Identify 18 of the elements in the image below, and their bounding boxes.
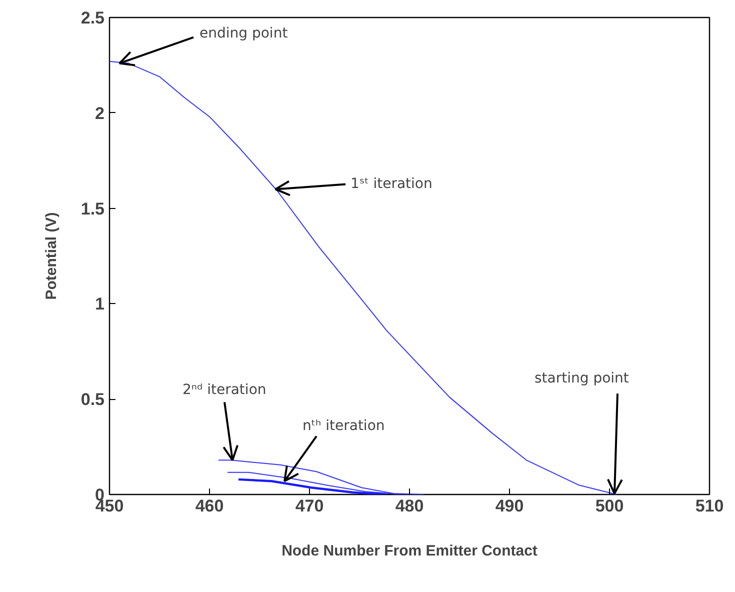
annotation: starting point bbox=[534, 370, 630, 387]
y-axis-title: Potential (V) bbox=[42, 212, 60, 300]
x-tick-label: 510 bbox=[695, 496, 724, 516]
x-axis-title: Node Number From Emitter Contact bbox=[282, 542, 538, 560]
y-tick-label: 2.5 bbox=[80, 8, 105, 28]
annotation: 1ˢᵗ iteration bbox=[350, 176, 432, 192]
x-tick-label: 460 bbox=[195, 496, 224, 516]
x-tick-label: 480 bbox=[395, 496, 424, 516]
y-tick-label: 1.5 bbox=[80, 199, 105, 218]
x-tick-label: 470 bbox=[295, 496, 324, 516]
y-tick-label: 0.5 bbox=[80, 390, 105, 410]
annotation: 2ⁿᵈ iteration bbox=[182, 382, 266, 398]
y-tick-label: 2 bbox=[95, 104, 105, 123]
annotation: nᵗʰ iteration bbox=[302, 418, 385, 434]
y-tick-label: 1 bbox=[95, 294, 105, 314]
x-tick-label: 500 bbox=[595, 496, 624, 516]
annotation: ending point bbox=[200, 25, 288, 42]
x-tick-label: 490 bbox=[495, 496, 524, 516]
